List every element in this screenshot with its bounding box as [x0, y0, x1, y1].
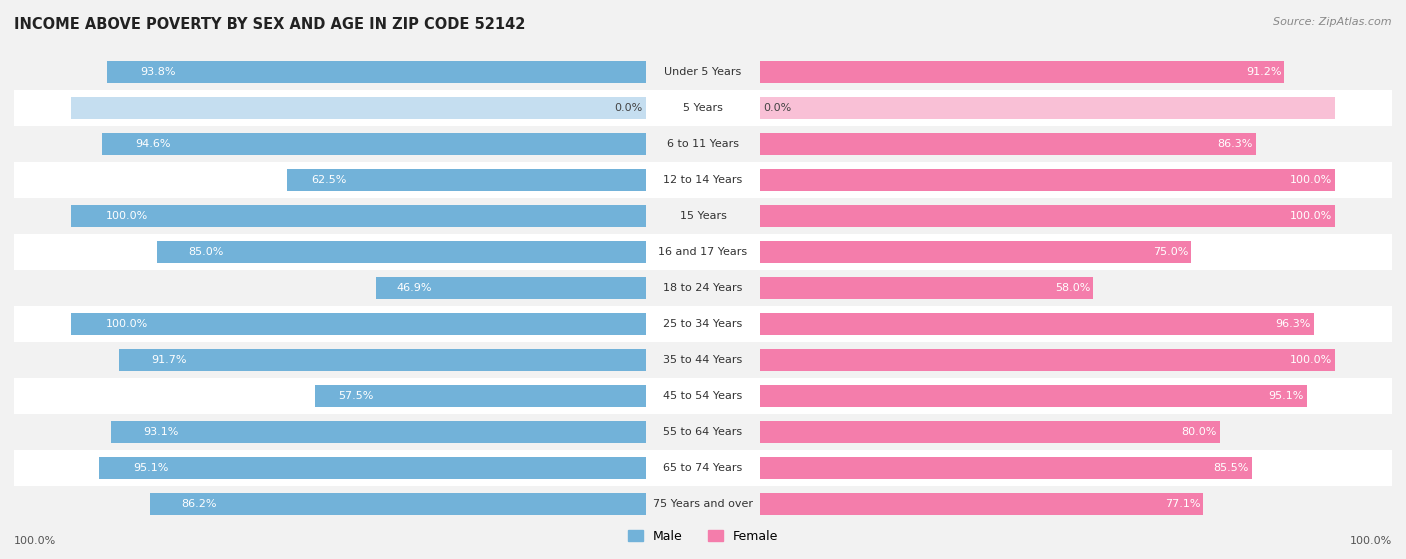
- Bar: [759, 169, 1336, 191]
- Bar: [759, 277, 1094, 299]
- Bar: [759, 349, 1336, 371]
- Bar: [759, 312, 1313, 335]
- Text: 77.1%: 77.1%: [1164, 499, 1201, 509]
- Bar: [14, 90, 1392, 126]
- Text: 5 Years: 5 Years: [683, 103, 723, 113]
- Bar: [759, 132, 1256, 155]
- Text: 12 to 14 Years: 12 to 14 Years: [664, 175, 742, 185]
- Bar: [70, 312, 647, 335]
- Text: 94.6%: 94.6%: [135, 139, 172, 149]
- Text: 45 to 54 Years: 45 to 54 Years: [664, 391, 742, 401]
- Bar: [759, 457, 1251, 479]
- Bar: [759, 61, 1285, 83]
- Bar: [70, 97, 647, 119]
- Text: 100.0%: 100.0%: [1289, 355, 1331, 365]
- Bar: [14, 414, 1392, 450]
- Text: 91.7%: 91.7%: [152, 355, 187, 365]
- Text: 55 to 64 Years: 55 to 64 Years: [664, 427, 742, 437]
- Bar: [14, 126, 1392, 162]
- Bar: [287, 169, 647, 191]
- Text: 100.0%: 100.0%: [105, 211, 148, 221]
- Bar: [14, 486, 1392, 522]
- Text: 57.5%: 57.5%: [339, 391, 374, 401]
- Bar: [377, 277, 647, 299]
- Text: 25 to 34 Years: 25 to 34 Years: [664, 319, 742, 329]
- Bar: [759, 97, 1336, 119]
- Text: 100.0%: 100.0%: [1289, 211, 1331, 221]
- Bar: [150, 492, 647, 515]
- Text: 18 to 24 Years: 18 to 24 Years: [664, 283, 742, 293]
- Bar: [14, 54, 1392, 90]
- Text: 62.5%: 62.5%: [311, 175, 346, 185]
- Text: 46.9%: 46.9%: [396, 283, 432, 293]
- Bar: [14, 162, 1392, 198]
- Bar: [759, 421, 1220, 443]
- Text: 91.2%: 91.2%: [1246, 67, 1281, 77]
- Text: 93.1%: 93.1%: [143, 427, 179, 437]
- Text: 100.0%: 100.0%: [105, 319, 148, 329]
- Bar: [315, 385, 647, 407]
- Bar: [100, 457, 647, 479]
- Text: 35 to 44 Years: 35 to 44 Years: [664, 355, 742, 365]
- Text: Source: ZipAtlas.com: Source: ZipAtlas.com: [1274, 17, 1392, 27]
- Text: 0.0%: 0.0%: [763, 103, 792, 113]
- Text: 95.1%: 95.1%: [1268, 391, 1303, 401]
- Text: 95.1%: 95.1%: [132, 463, 169, 473]
- Bar: [14, 234, 1392, 270]
- Text: 86.2%: 86.2%: [181, 499, 217, 509]
- Bar: [759, 492, 1204, 515]
- Legend: Male, Female: Male, Female: [623, 525, 783, 548]
- Bar: [759, 385, 1306, 407]
- Text: 65 to 74 Years: 65 to 74 Years: [664, 463, 742, 473]
- Bar: [70, 205, 647, 227]
- Text: 93.8%: 93.8%: [141, 67, 176, 77]
- Text: 80.0%: 80.0%: [1181, 427, 1216, 437]
- Bar: [759, 241, 1191, 263]
- Bar: [14, 342, 1392, 378]
- Text: 100.0%: 100.0%: [1289, 175, 1331, 185]
- Text: 96.3%: 96.3%: [1275, 319, 1310, 329]
- Text: 6 to 11 Years: 6 to 11 Years: [666, 139, 740, 149]
- Text: 75.0%: 75.0%: [1153, 247, 1188, 257]
- Text: 85.5%: 85.5%: [1213, 463, 1249, 473]
- Text: 85.0%: 85.0%: [188, 247, 224, 257]
- Text: 86.3%: 86.3%: [1218, 139, 1253, 149]
- Bar: [107, 61, 647, 83]
- Text: 0.0%: 0.0%: [614, 103, 643, 113]
- Bar: [14, 306, 1392, 342]
- Bar: [14, 378, 1392, 414]
- Text: 58.0%: 58.0%: [1054, 283, 1090, 293]
- Text: 100.0%: 100.0%: [14, 536, 56, 546]
- Text: 16 and 17 Years: 16 and 17 Years: [658, 247, 748, 257]
- Bar: [157, 241, 647, 263]
- Bar: [111, 421, 647, 443]
- Bar: [14, 450, 1392, 486]
- Bar: [14, 270, 1392, 306]
- Bar: [14, 198, 1392, 234]
- Text: INCOME ABOVE POVERTY BY SEX AND AGE IN ZIP CODE 52142: INCOME ABOVE POVERTY BY SEX AND AGE IN Z…: [14, 17, 526, 32]
- Bar: [759, 205, 1336, 227]
- Text: 100.0%: 100.0%: [1350, 536, 1392, 546]
- Text: Under 5 Years: Under 5 Years: [665, 67, 741, 77]
- Text: 75 Years and over: 75 Years and over: [652, 499, 754, 509]
- Text: 15 Years: 15 Years: [679, 211, 727, 221]
- Bar: [118, 349, 647, 371]
- Bar: [103, 132, 647, 155]
